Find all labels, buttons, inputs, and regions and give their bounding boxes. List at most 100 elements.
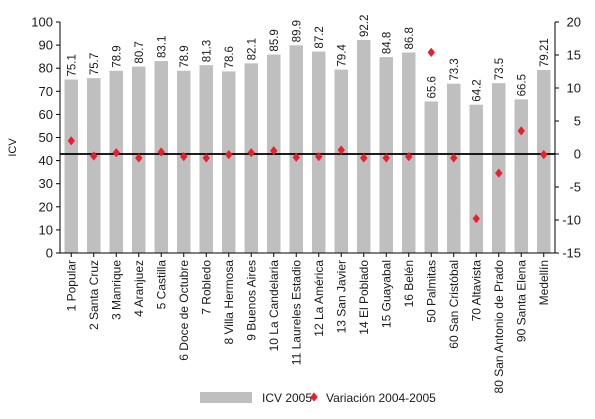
data-label: 83.1 bbox=[156, 36, 168, 58]
legend-label-variation: Variación 2004-2005 bbox=[326, 391, 436, 405]
data-label: 73.3 bbox=[449, 58, 461, 80]
bar bbox=[334, 69, 348, 253]
x-tick-label: 5 Castilla bbox=[154, 260, 168, 310]
variation-marker bbox=[135, 153, 143, 163]
data-label: 87.2 bbox=[314, 26, 326, 48]
y-tick-label: 50 bbox=[39, 130, 53, 145]
data-label: 79.21 bbox=[539, 38, 551, 67]
x-tick-label: 80 San Antonio de Prado bbox=[492, 260, 506, 394]
variation-marker bbox=[247, 148, 255, 158]
x-tick-label: 8 Villa Hermosa bbox=[222, 260, 236, 345]
x-tick-label: 2 Santa Cruz bbox=[87, 260, 101, 330]
x-tick-label: 12 La América bbox=[312, 260, 326, 337]
data-label: 79.4 bbox=[336, 44, 348, 67]
variation-marker bbox=[427, 47, 435, 57]
data-label: 92.2 bbox=[359, 15, 371, 37]
x-tick-label: Medellín bbox=[537, 260, 551, 305]
bar bbox=[244, 63, 258, 253]
bar bbox=[289, 45, 303, 254]
x-tick-label: 11 Laureles Estadio bbox=[289, 260, 303, 366]
data-label: 75.7 bbox=[89, 53, 101, 75]
data-label: 65.6 bbox=[426, 76, 438, 98]
variation-marker bbox=[405, 152, 413, 162]
x-tick-label: 14 El Poblado bbox=[357, 260, 371, 335]
variation-marker bbox=[540, 150, 548, 160]
variation-marker bbox=[67, 136, 75, 146]
y-tick-label: 60 bbox=[39, 107, 53, 122]
bar bbox=[64, 79, 78, 253]
variation-marker bbox=[202, 153, 210, 163]
data-label: 81.3 bbox=[201, 40, 213, 62]
data-label: 80.7 bbox=[134, 41, 146, 63]
data-label: 89.9 bbox=[291, 20, 303, 42]
bar bbox=[514, 99, 528, 253]
x-tick-label: 7 Robledo bbox=[199, 260, 213, 315]
x-tick-label: 1 Popular bbox=[64, 260, 78, 311]
y-tick-label: 70 bbox=[39, 84, 53, 99]
y2-tick-label: -5 bbox=[569, 180, 581, 195]
x-tick-label: 70 Altavista bbox=[469, 260, 483, 322]
variation-marker bbox=[495, 168, 503, 178]
y2-tick-label: 5 bbox=[574, 114, 581, 129]
y-tick-label: 100 bbox=[31, 15, 53, 30]
bar bbox=[109, 70, 123, 253]
bar bbox=[357, 40, 371, 253]
variation-marker bbox=[472, 214, 480, 224]
y2-tick-label: -10 bbox=[562, 213, 581, 228]
x-tick-label: 16 Belén bbox=[402, 260, 416, 307]
bar bbox=[447, 83, 461, 253]
x-tick-label: 50 Palmitas bbox=[424, 260, 438, 323]
y2-tick-label: 15 bbox=[567, 48, 581, 63]
legend-swatch-bar bbox=[200, 392, 252, 403]
x-tick-label: 13 San Javier bbox=[334, 260, 348, 333]
x-axis-category-labels: 1 Popular 2 Santa Cruz 3 Manrique 4 Aranjue… bbox=[64, 260, 551, 394]
data-label: 75.1 bbox=[66, 54, 78, 76]
x-tick-label: 9 Buenos Aires bbox=[244, 260, 258, 341]
y-axis-tick-labels: 0 10 20 30 40 50 60 70 80 90 100 bbox=[31, 15, 53, 261]
bar bbox=[222, 71, 236, 254]
bar bbox=[424, 101, 438, 254]
x-tick-label: 4 Aranjuez bbox=[132, 260, 146, 317]
y-tick-label: 30 bbox=[39, 176, 53, 191]
data-label: 73.5 bbox=[494, 58, 506, 80]
data-label: 82.1 bbox=[246, 38, 258, 60]
y2-axis-tick-labels: -15 -10 -5 0 5 10 15 20 bbox=[562, 15, 581, 261]
y2-tick-label: -15 bbox=[562, 246, 581, 261]
variation-marker bbox=[157, 147, 165, 157]
bar bbox=[87, 78, 101, 254]
data-label: 86.8 bbox=[404, 27, 416, 49]
variation-marker bbox=[337, 145, 345, 155]
y-axis-title: ICV bbox=[7, 138, 19, 157]
y-tick-label: 10 bbox=[39, 222, 53, 237]
x-tick-label: 10 La Candelaria bbox=[267, 260, 281, 352]
y2-tick-label: 10 bbox=[567, 81, 581, 96]
variation-marker bbox=[112, 148, 120, 158]
legend-label-icv: ICV 2005 bbox=[262, 391, 312, 405]
data-label: 78.9 bbox=[111, 45, 123, 67]
variation-marker bbox=[90, 151, 98, 161]
variation-marker bbox=[360, 153, 368, 163]
x-tick-label: 90 Santa Elena bbox=[514, 260, 528, 342]
variation-marker bbox=[315, 152, 323, 162]
x-tick-label: 6 Doce de Octubre bbox=[177, 260, 191, 361]
data-label: 78.6 bbox=[224, 46, 236, 68]
bar bbox=[492, 83, 506, 253]
bar bbox=[537, 70, 551, 253]
variation-marker bbox=[292, 152, 300, 162]
bar bbox=[469, 104, 483, 253]
legend-swatch-diamond bbox=[310, 392, 318, 402]
data-label: 66.5 bbox=[516, 74, 528, 96]
variation-marker bbox=[180, 152, 188, 162]
y-tick-label: 0 bbox=[46, 246, 53, 261]
legend: ICV 2005 Variación 2004-2005 bbox=[200, 391, 436, 405]
variation-marker bbox=[517, 126, 525, 136]
variation-marker bbox=[382, 153, 390, 163]
data-label: 84.8 bbox=[381, 32, 393, 54]
y-tick-label: 80 bbox=[39, 61, 53, 76]
data-label: 85.9 bbox=[269, 29, 281, 51]
y-tick-label: 20 bbox=[39, 199, 53, 214]
axes bbox=[56, 21, 559, 257]
data-label: 78.9 bbox=[179, 45, 191, 67]
x-tick-label: 3 Manrique bbox=[109, 260, 123, 320]
